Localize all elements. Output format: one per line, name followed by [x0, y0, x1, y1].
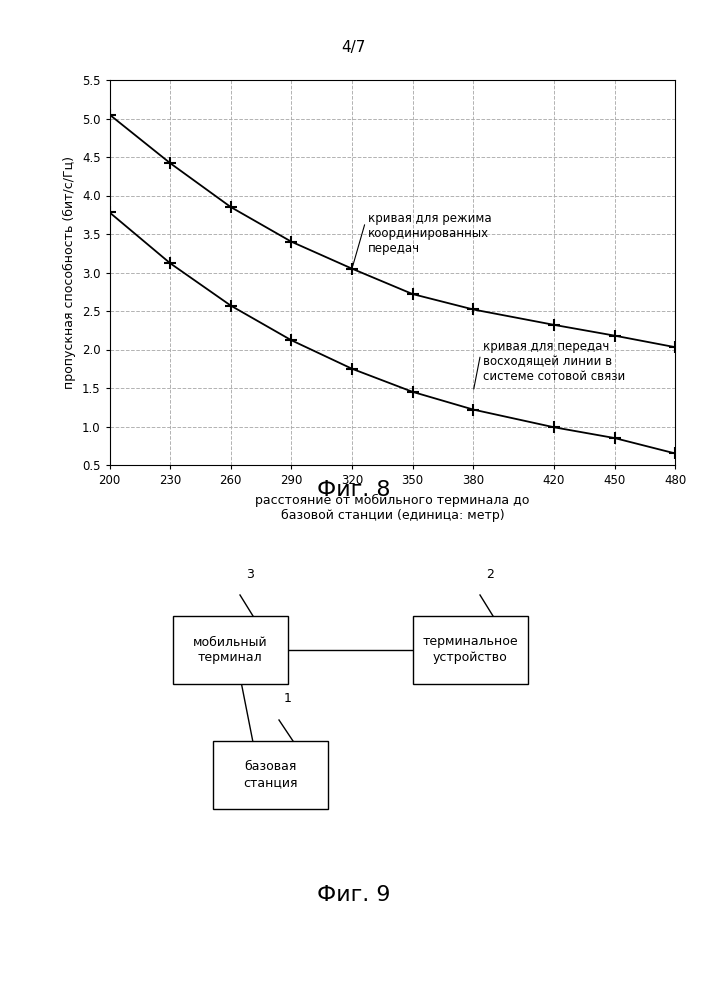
X-axis label: расстояние от мобильного терминала до
базовой станции (единица: метр): расстояние от мобильного терминала до ба… — [255, 494, 530, 522]
Text: кривая для передач
восходящей линии в
системе сотовой связи: кривая для передач восходящей линии в си… — [474, 340, 626, 389]
Text: 1: 1 — [284, 692, 292, 706]
Text: Фиг. 9: Фиг. 9 — [317, 885, 390, 905]
Y-axis label: пропускная способность (бит/с/Гц): пропускная способность (бит/с/Гц) — [64, 156, 76, 389]
Text: терминальное
устройство: терминальное устройство — [422, 636, 518, 664]
Bar — [173, 616, 288, 684]
Text: 3: 3 — [246, 567, 254, 580]
Bar — [213, 741, 327, 809]
Text: кривая для режима
координированных
передач: кривая для режима координированных перед… — [353, 212, 492, 266]
Bar — [412, 616, 527, 684]
Text: 2: 2 — [486, 567, 494, 580]
Text: базовая
станция: базовая станция — [243, 760, 297, 790]
Text: 4/7: 4/7 — [341, 40, 366, 55]
Text: Фиг. 8: Фиг. 8 — [317, 480, 390, 500]
Text: мобильный
терминал: мобильный терминал — [193, 636, 267, 664]
